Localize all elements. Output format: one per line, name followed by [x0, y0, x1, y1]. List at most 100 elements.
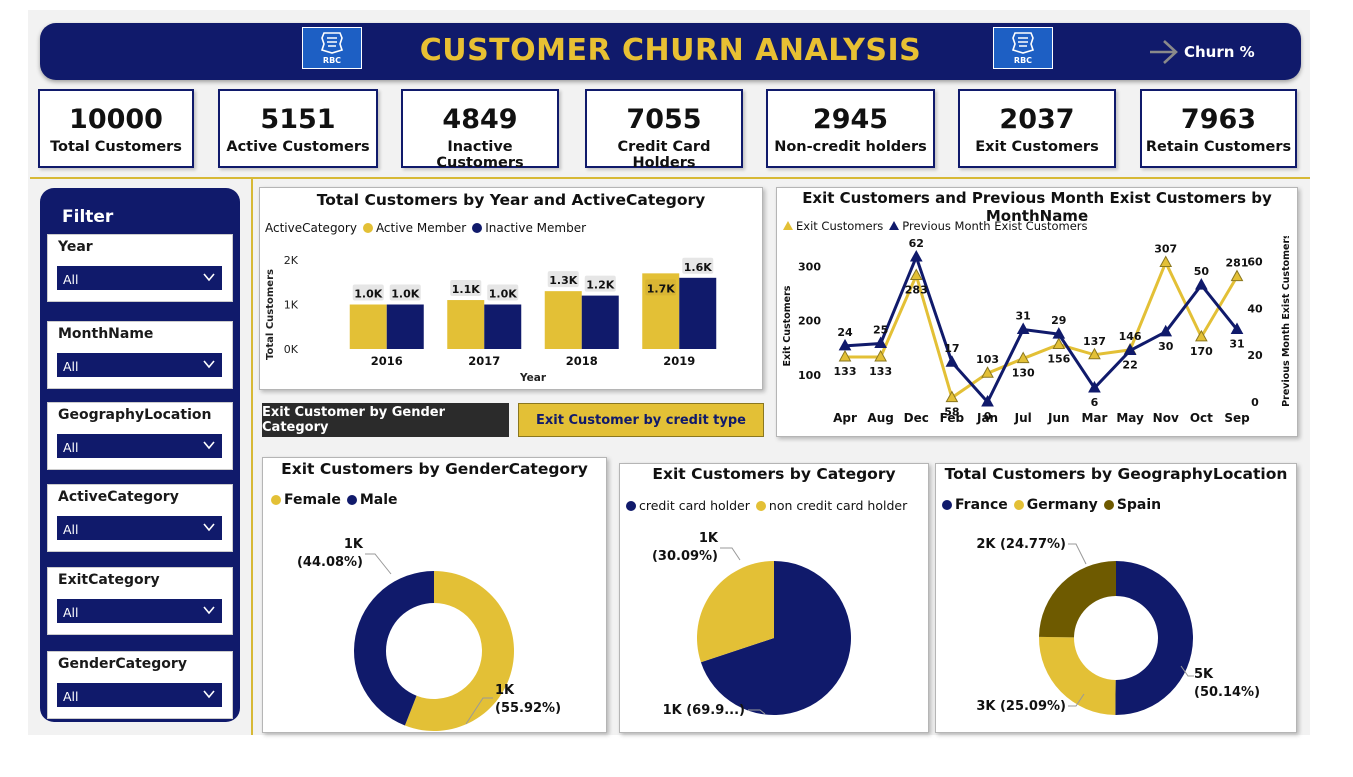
data-label: 281 — [1226, 257, 1249, 270]
bar-inactive — [679, 277, 717, 349]
data-label: 1K — [699, 531, 719, 546]
y2-tick-label: 40 — [1247, 302, 1263, 315]
slicer-exitcategory: ExitCategory All — [47, 567, 233, 635]
exit-marker — [1088, 347, 1101, 360]
legend-exit-customers[interactable]: Exit Customers — [783, 219, 883, 233]
data-label: 1.3K — [549, 274, 577, 287]
x-tick-label: Jun — [1047, 411, 1070, 425]
legend-credit-card-holder[interactable]: credit card holder — [626, 498, 750, 513]
rbc-logo-right: RBC — [993, 27, 1053, 69]
gender-category-button[interactable]: Exit Customer by Gender Category — [262, 403, 509, 437]
slice-credit-card-holder — [700, 561, 851, 715]
legend-germany[interactable]: Germany — [1013, 497, 1098, 513]
exit-marker — [1230, 269, 1244, 282]
legend-active-member[interactable]: Active Member — [362, 221, 466, 235]
churn-link-label: Churn % — [1184, 43, 1255, 61]
chevron-down-icon — [203, 273, 215, 282]
y-tick-label: 200 — [798, 315, 821, 328]
kpi-non-credit-holders: 2945 Non-credit holders — [766, 89, 935, 168]
data-label-bg — [682, 257, 714, 274]
leader-line — [1068, 693, 1085, 707]
churn-page-button[interactable]: Churn % — [1148, 38, 1255, 66]
kpi-value: 7055 — [626, 104, 702, 135]
x-tick-label: Jul — [1014, 411, 1032, 425]
bar-inactive — [581, 295, 619, 349]
kpi-active-customers: 5151 Active Customers — [218, 89, 378, 168]
data-label: 50 — [1194, 265, 1210, 278]
dropdown-value: All — [63, 272, 79, 287]
dropdown-value: All — [63, 689, 79, 704]
data-label-bg — [450, 280, 482, 297]
data-label: 307 — [1154, 242, 1177, 255]
x-tick-label: 2016 — [371, 354, 403, 368]
geography-dropdown[interactable]: All — [56, 433, 223, 459]
legend-spain[interactable]: Spain — [1103, 497, 1161, 513]
exit-marker — [1195, 329, 1208, 342]
kpi-value: 2945 — [812, 104, 889, 135]
x-tick-label: May — [1116, 411, 1144, 425]
rbc-logo-icon: RBC — [320, 32, 344, 65]
kpi-label: Total Customers — [50, 139, 182, 155]
x-tick-label: 2017 — [468, 354, 500, 368]
y-tick-label: 1K — [284, 299, 299, 312]
filter-title: Filter — [62, 207, 114, 227]
slicer-geography: GeographyLocation All — [47, 402, 233, 470]
monthname-dropdown[interactable]: All — [56, 352, 223, 378]
exitcategory-dropdown[interactable]: All — [56, 598, 223, 624]
legend-label: Previous Month Exist Customers — [902, 219, 1088, 233]
bar-chart-card: Total Customers by Year and ActiveCatego… — [259, 187, 763, 390]
y-axis-title: Total Customers — [265, 269, 276, 360]
legend-previous-month[interactable]: Previous Month Exist Customers — [889, 219, 1088, 233]
legend-male[interactable]: Male — [346, 492, 398, 508]
slice-france — [1115, 561, 1193, 715]
previous-month-marker — [1230, 322, 1244, 335]
slice-spain — [1039, 561, 1116, 638]
slice-female — [404, 571, 514, 731]
exit-marker — [945, 390, 959, 403]
legend-france[interactable]: France — [942, 497, 1008, 513]
arrow-right-icon — [1150, 40, 1178, 64]
exit-marker — [1052, 337, 1066, 349]
x-tick-label: 2019 — [663, 354, 695, 368]
data-label: 24 — [837, 326, 853, 339]
category-legend: credit card holder non credit card holde… — [626, 498, 907, 513]
year-dropdown[interactable]: All — [56, 265, 223, 291]
legend-non-credit-card-holder[interactable]: non credit card holder — [755, 498, 907, 513]
slicer-label: ActiveCategory — [58, 489, 179, 505]
data-label: 17 — [944, 342, 959, 355]
slicer-label: GeographyLocation — [58, 407, 212, 423]
kpi-label: Credit Card Holders — [617, 139, 711, 171]
legend-female[interactable]: Female — [271, 492, 341, 508]
kpi-total-customers: 10000 Total Customers — [38, 89, 194, 168]
slice-non-credit-card-holder — [697, 561, 774, 663]
kpi-value: 4849 — [442, 104, 518, 135]
kpi-label: Exit Customers — [975, 139, 1099, 155]
dropdown-value: All — [63, 440, 79, 455]
data-label: 62 — [909, 237, 924, 250]
gender-legend: Female Male — [271, 492, 398, 508]
horizontal-divider — [30, 177, 1310, 179]
dropdown-value: All — [63, 605, 79, 620]
credit-type-button[interactable]: Exit Customer by credit type — [518, 403, 764, 437]
x-tick-label: Feb — [940, 411, 965, 425]
bar-chart: 0K 1K 2K Total Customers Year 1.0K 1.0K 2016 1.1… — [265, 254, 717, 384]
legend-label: Inactive Member — [485, 221, 587, 235]
gendercategory-dropdown[interactable]: All — [56, 682, 223, 708]
geography-legend: France Germany Spain — [942, 497, 1161, 513]
dropdown-value: All — [63, 359, 79, 374]
x-tick-label: Jan — [976, 411, 998, 425]
activecategory-dropdown[interactable]: All — [56, 515, 223, 541]
data-label: (50.14%) — [1194, 685, 1260, 700]
chart-title: Total Customers by GeographyLocation — [944, 465, 1288, 483]
data-label-bg — [389, 284, 421, 301]
leader-line — [1180, 665, 1194, 677]
legend-inactive-member[interactable]: Inactive Member — [472, 221, 586, 235]
legend-label: France — [955, 497, 1008, 513]
kpi-value: 5151 — [260, 104, 336, 135]
x-tick-label: Oct — [1190, 411, 1213, 425]
y-tick-label: 300 — [798, 260, 821, 273]
x-axis-title: Year — [519, 372, 547, 384]
data-label-bg — [584, 275, 616, 292]
data-label: 133 — [869, 365, 892, 378]
